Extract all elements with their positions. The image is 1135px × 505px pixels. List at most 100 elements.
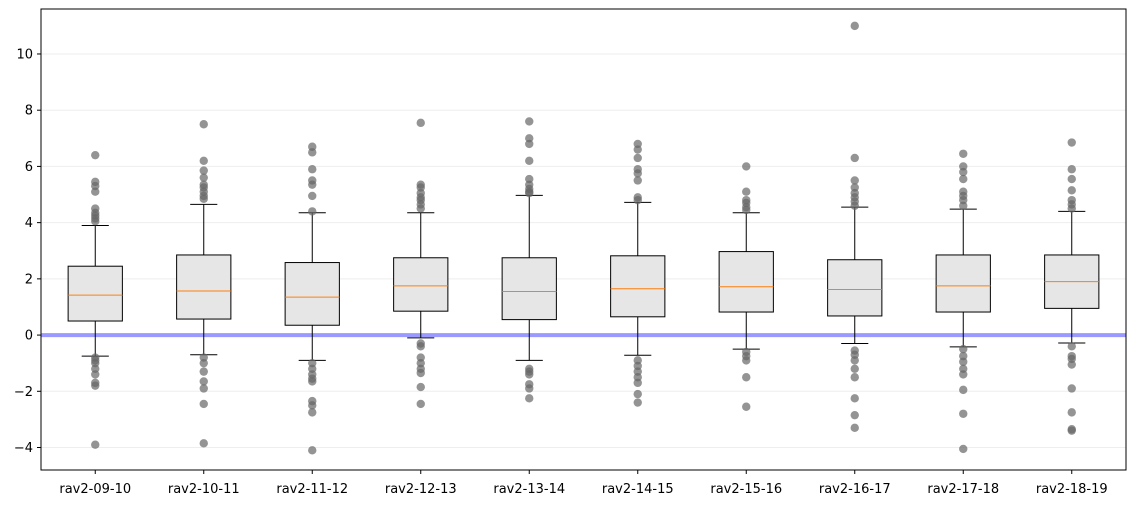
y-tick-label: −2 — [14, 385, 33, 400]
box-iqr — [176, 254, 232, 320]
outlier-point — [959, 344, 968, 354]
outlier-point — [1067, 342, 1076, 351]
outlier-point — [633, 195, 642, 205]
box-group — [67, 150, 123, 449]
outlier-point — [1067, 186, 1076, 195]
y-tick-label: 0 — [25, 329, 33, 344]
outlier-point — [1067, 174, 1076, 184]
outlier-point — [633, 176, 642, 185]
outlier-point — [1067, 204, 1076, 213]
outlier-point — [308, 148, 317, 157]
outlier-point — [959, 174, 968, 184]
outlier-point — [742, 402, 751, 411]
outlier-point — [850, 394, 859, 403]
outlier-point — [525, 117, 534, 126]
outlier-point — [1067, 426, 1076, 435]
outlier-point — [199, 367, 208, 376]
outlier-point — [850, 201, 859, 210]
outlier-point — [525, 370, 534, 379]
outlier-point — [959, 385, 968, 395]
outlier-point — [850, 373, 859, 382]
outlier-point — [742, 356, 751, 365]
outlier-point — [959, 409, 968, 418]
outlier-point — [199, 358, 208, 368]
outlier-point — [308, 446, 317, 455]
outlier-point — [742, 205, 751, 215]
outlier-point — [850, 364, 859, 374]
box-iqr — [610, 255, 666, 318]
outlier-point — [416, 118, 425, 128]
x-tick-label: rav2-13-14 — [493, 482, 565, 497]
box-iqr — [501, 257, 557, 321]
box-group — [718, 162, 774, 411]
y-tick-label: 6 — [25, 160, 33, 175]
outlier-point — [416, 368, 425, 378]
axes-frame — [40, 8, 1127, 471]
outlier-point — [633, 153, 642, 163]
outlier-point — [416, 382, 425, 392]
box-iqr — [284, 262, 340, 326]
outlier-point — [91, 187, 100, 196]
outlier-point — [633, 145, 642, 154]
outlier-point — [1067, 138, 1076, 147]
outlier-point — [959, 167, 968, 177]
outlier-point — [199, 120, 208, 129]
outlier-point — [959, 149, 968, 158]
box-iqr — [67, 265, 123, 322]
outlier-point — [91, 381, 100, 390]
outlier-point — [91, 370, 100, 379]
outlier-point — [850, 356, 859, 365]
y-tick-label: 4 — [25, 216, 33, 231]
outlier-point — [1067, 408, 1076, 417]
box-iqr — [393, 257, 449, 312]
boxes-layer — [67, 21, 1100, 455]
outlier-point — [959, 357, 968, 366]
outlier-point — [850, 410, 859, 420]
x-tick-label: rav2-17-18 — [927, 482, 999, 497]
outlier-point — [850, 153, 859, 163]
outlier-point — [1067, 165, 1076, 174]
x-axis: rav2-09-10 rav2-10-11 rav2-11-12 rav2-12-13… — [59, 470, 1108, 497]
outlier-point — [959, 370, 968, 379]
outlier-point — [199, 384, 208, 393]
outlier-point — [633, 169, 642, 178]
plot-frame — [40, 8, 1127, 471]
x-tick-label: rav2-16-17 — [819, 482, 891, 497]
x-tick-label: rav2-09-10 — [59, 482, 131, 497]
outlier-point — [416, 204, 425, 213]
outlier-point — [633, 378, 642, 388]
outlier-point — [850, 21, 859, 31]
outlier-point — [199, 156, 208, 165]
outlier-point — [308, 165, 317, 174]
outlier-point — [308, 207, 317, 216]
box-iqr — [718, 251, 774, 313]
outlier-point — [416, 342, 425, 351]
outlier-point — [525, 384, 534, 393]
outlier-point — [1067, 360, 1076, 369]
outlier-point — [525, 139, 534, 149]
outlier-point — [525, 188, 534, 198]
outlier-point — [91, 440, 100, 449]
box-group — [827, 21, 883, 433]
outlier-point — [850, 176, 859, 185]
outlier-point — [199, 399, 208, 409]
outlier-point — [308, 408, 317, 417]
outlier-point — [91, 150, 100, 160]
outlier-point — [1067, 384, 1076, 393]
outlier-point — [308, 180, 317, 189]
outlier-point — [199, 166, 208, 175]
box-group — [1044, 138, 1100, 435]
outlier-point — [742, 187, 751, 196]
box-group — [501, 117, 557, 403]
box-group — [284, 142, 340, 455]
outlier-point — [850, 423, 859, 433]
x-tick-label: rav2-11-12 — [276, 482, 348, 497]
outlier-point — [959, 201, 968, 210]
outlier-point — [199, 377, 208, 386]
y-axis: −4 −2 0 2 4 6 8 10 — [14, 47, 41, 456]
x-tick-label: rav2-12-13 — [385, 482, 457, 497]
outlier-point — [199, 439, 208, 448]
outlier-point — [633, 389, 642, 399]
outlier-point — [199, 173, 208, 182]
